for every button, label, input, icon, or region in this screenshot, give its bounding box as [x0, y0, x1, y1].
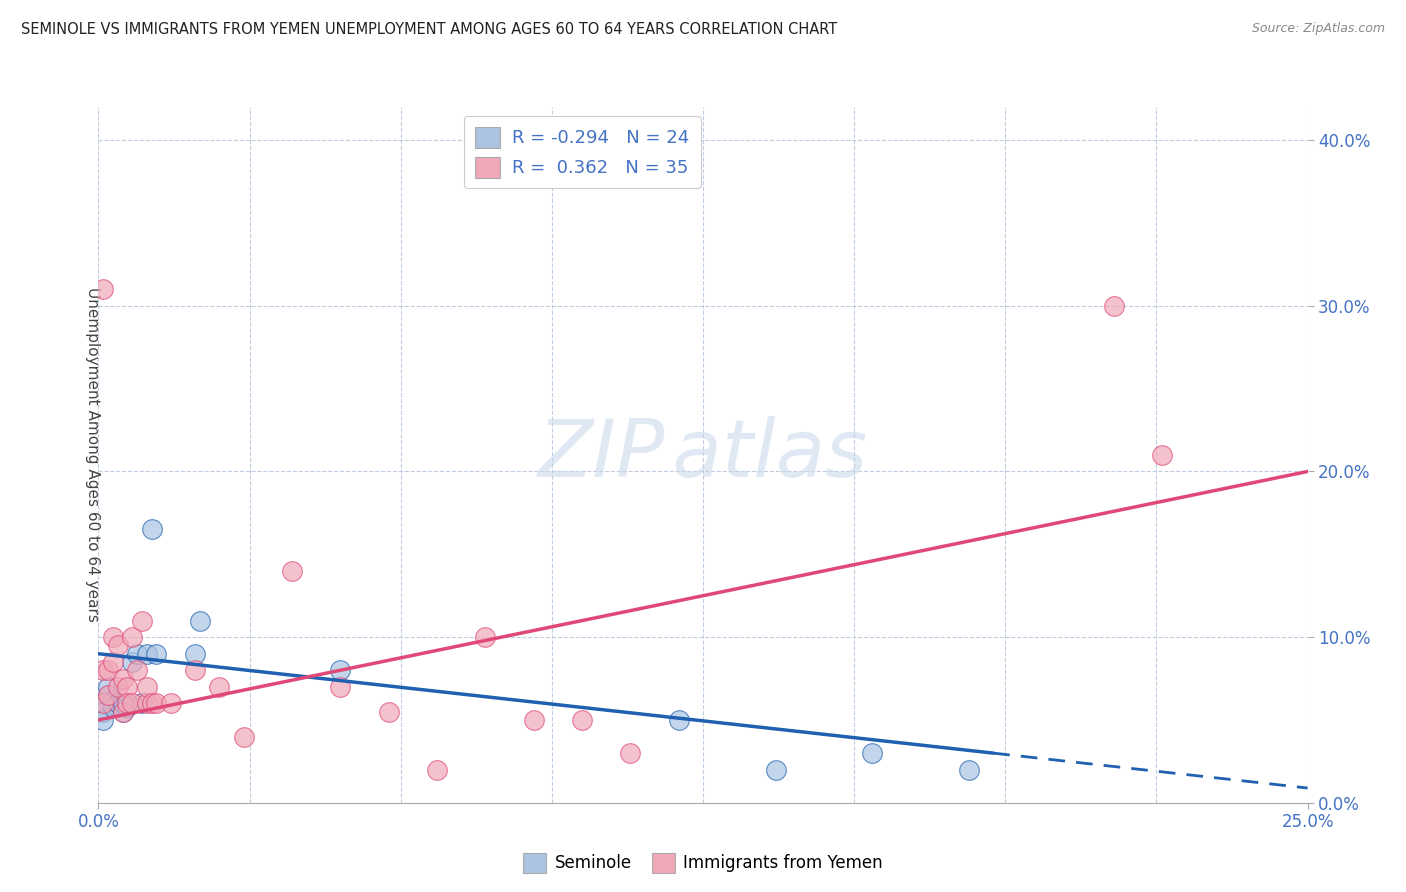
Point	[1152, 448, 1174, 462]
Point	[619, 746, 641, 760]
Point	[232, 730, 254, 744]
Point	[91, 282, 114, 296]
Point	[135, 647, 157, 661]
Point	[101, 699, 124, 714]
Point	[107, 697, 129, 711]
Point	[111, 705, 134, 719]
Point	[141, 697, 163, 711]
Point	[101, 693, 124, 707]
Point	[91, 697, 114, 711]
Point	[668, 713, 690, 727]
Point	[281, 564, 304, 578]
Point	[145, 647, 167, 661]
Point	[860, 746, 883, 760]
Point	[101, 630, 124, 644]
Point	[957, 763, 980, 777]
Point	[329, 680, 352, 694]
Point	[474, 630, 496, 644]
Point	[184, 647, 207, 661]
Point	[111, 705, 134, 719]
Point	[131, 697, 153, 711]
Point	[145, 697, 167, 711]
Y-axis label: Unemployment Among Ages 60 to 64 years: Unemployment Among Ages 60 to 64 years	[84, 287, 100, 623]
Point	[329, 663, 352, 677]
Point	[117, 697, 139, 711]
Point	[377, 705, 399, 719]
Legend: R = -0.294   N = 24, R =  0.362   N = 35: R = -0.294 N = 24, R = 0.362 N = 35	[464, 116, 700, 188]
Point	[135, 697, 157, 711]
Point	[101, 655, 124, 669]
Point	[135, 680, 157, 694]
Point	[188, 614, 211, 628]
Point	[184, 663, 207, 677]
Point	[97, 663, 120, 677]
Point	[91, 705, 114, 719]
Text: ZIP atlas: ZIP atlas	[538, 416, 868, 494]
Point	[131, 614, 153, 628]
Legend: Seminole, Immigrants from Yemen: Seminole, Immigrants from Yemen	[516, 847, 890, 880]
Point	[127, 647, 149, 661]
Text: Source: ZipAtlas.com: Source: ZipAtlas.com	[1251, 22, 1385, 36]
Point	[91, 697, 114, 711]
Point	[111, 672, 134, 686]
Point	[523, 713, 546, 727]
Text: SEMINOLE VS IMMIGRANTS FROM YEMEN UNEMPLOYMENT AMONG AGES 60 TO 64 YEARS CORRELA: SEMINOLE VS IMMIGRANTS FROM YEMEN UNEMPL…	[21, 22, 838, 37]
Point	[121, 697, 143, 711]
Point	[571, 713, 593, 727]
Point	[426, 763, 449, 777]
Point	[208, 680, 231, 694]
Point	[91, 713, 114, 727]
Point	[127, 663, 149, 677]
Point	[117, 680, 139, 694]
Point	[97, 680, 120, 694]
Point	[765, 763, 787, 777]
Point	[117, 699, 139, 714]
Point	[97, 688, 120, 702]
Point	[1102, 299, 1125, 313]
Point	[107, 639, 129, 653]
Point	[107, 680, 129, 694]
Point	[121, 630, 143, 644]
Point	[121, 655, 143, 669]
Point	[91, 663, 114, 677]
Point	[141, 523, 163, 537]
Point	[111, 697, 134, 711]
Point	[97, 688, 120, 702]
Point	[160, 697, 183, 711]
